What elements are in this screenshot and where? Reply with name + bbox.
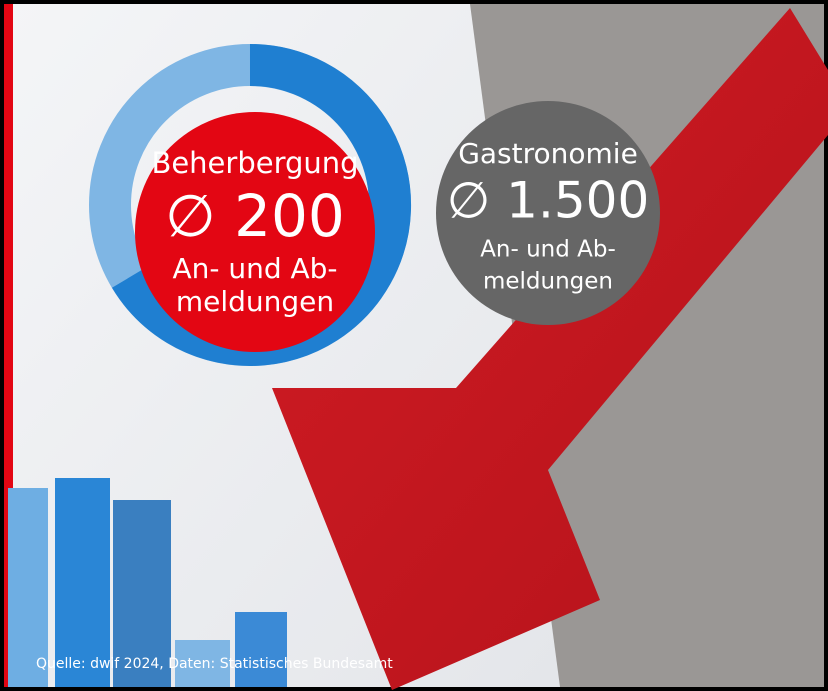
badge-text: meldungen [176, 285, 334, 318]
source-note: Quelle: dwif 2024, Daten: Statistisches … [36, 656, 393, 672]
gastronomie-badge: Gastronomie ∅ 1.500 An- und Ab- meldunge… [436, 101, 660, 325]
paper-bar [235, 612, 287, 687]
beherbergung-badge: Beherbergung ∅ 200 An- und Ab- meldungen [135, 112, 375, 352]
badge-value: ∅ 200 [165, 182, 345, 250]
badge-title: Gastronomie [458, 137, 638, 170]
badge-text: An- und Ab- [480, 237, 616, 263]
badge-text: An- und Ab- [172, 252, 337, 285]
page: Beherbergung ∅ 200 An- und Ab- meldungen… [0, 0, 828, 691]
badge-value: ∅ 1.500 [447, 172, 650, 230]
infographic: Beherbergung ∅ 200 An- und Ab- meldungen… [0, 0, 828, 691]
badge-title: Beherbergung [151, 146, 358, 180]
badge-text: meldungen [483, 269, 613, 295]
